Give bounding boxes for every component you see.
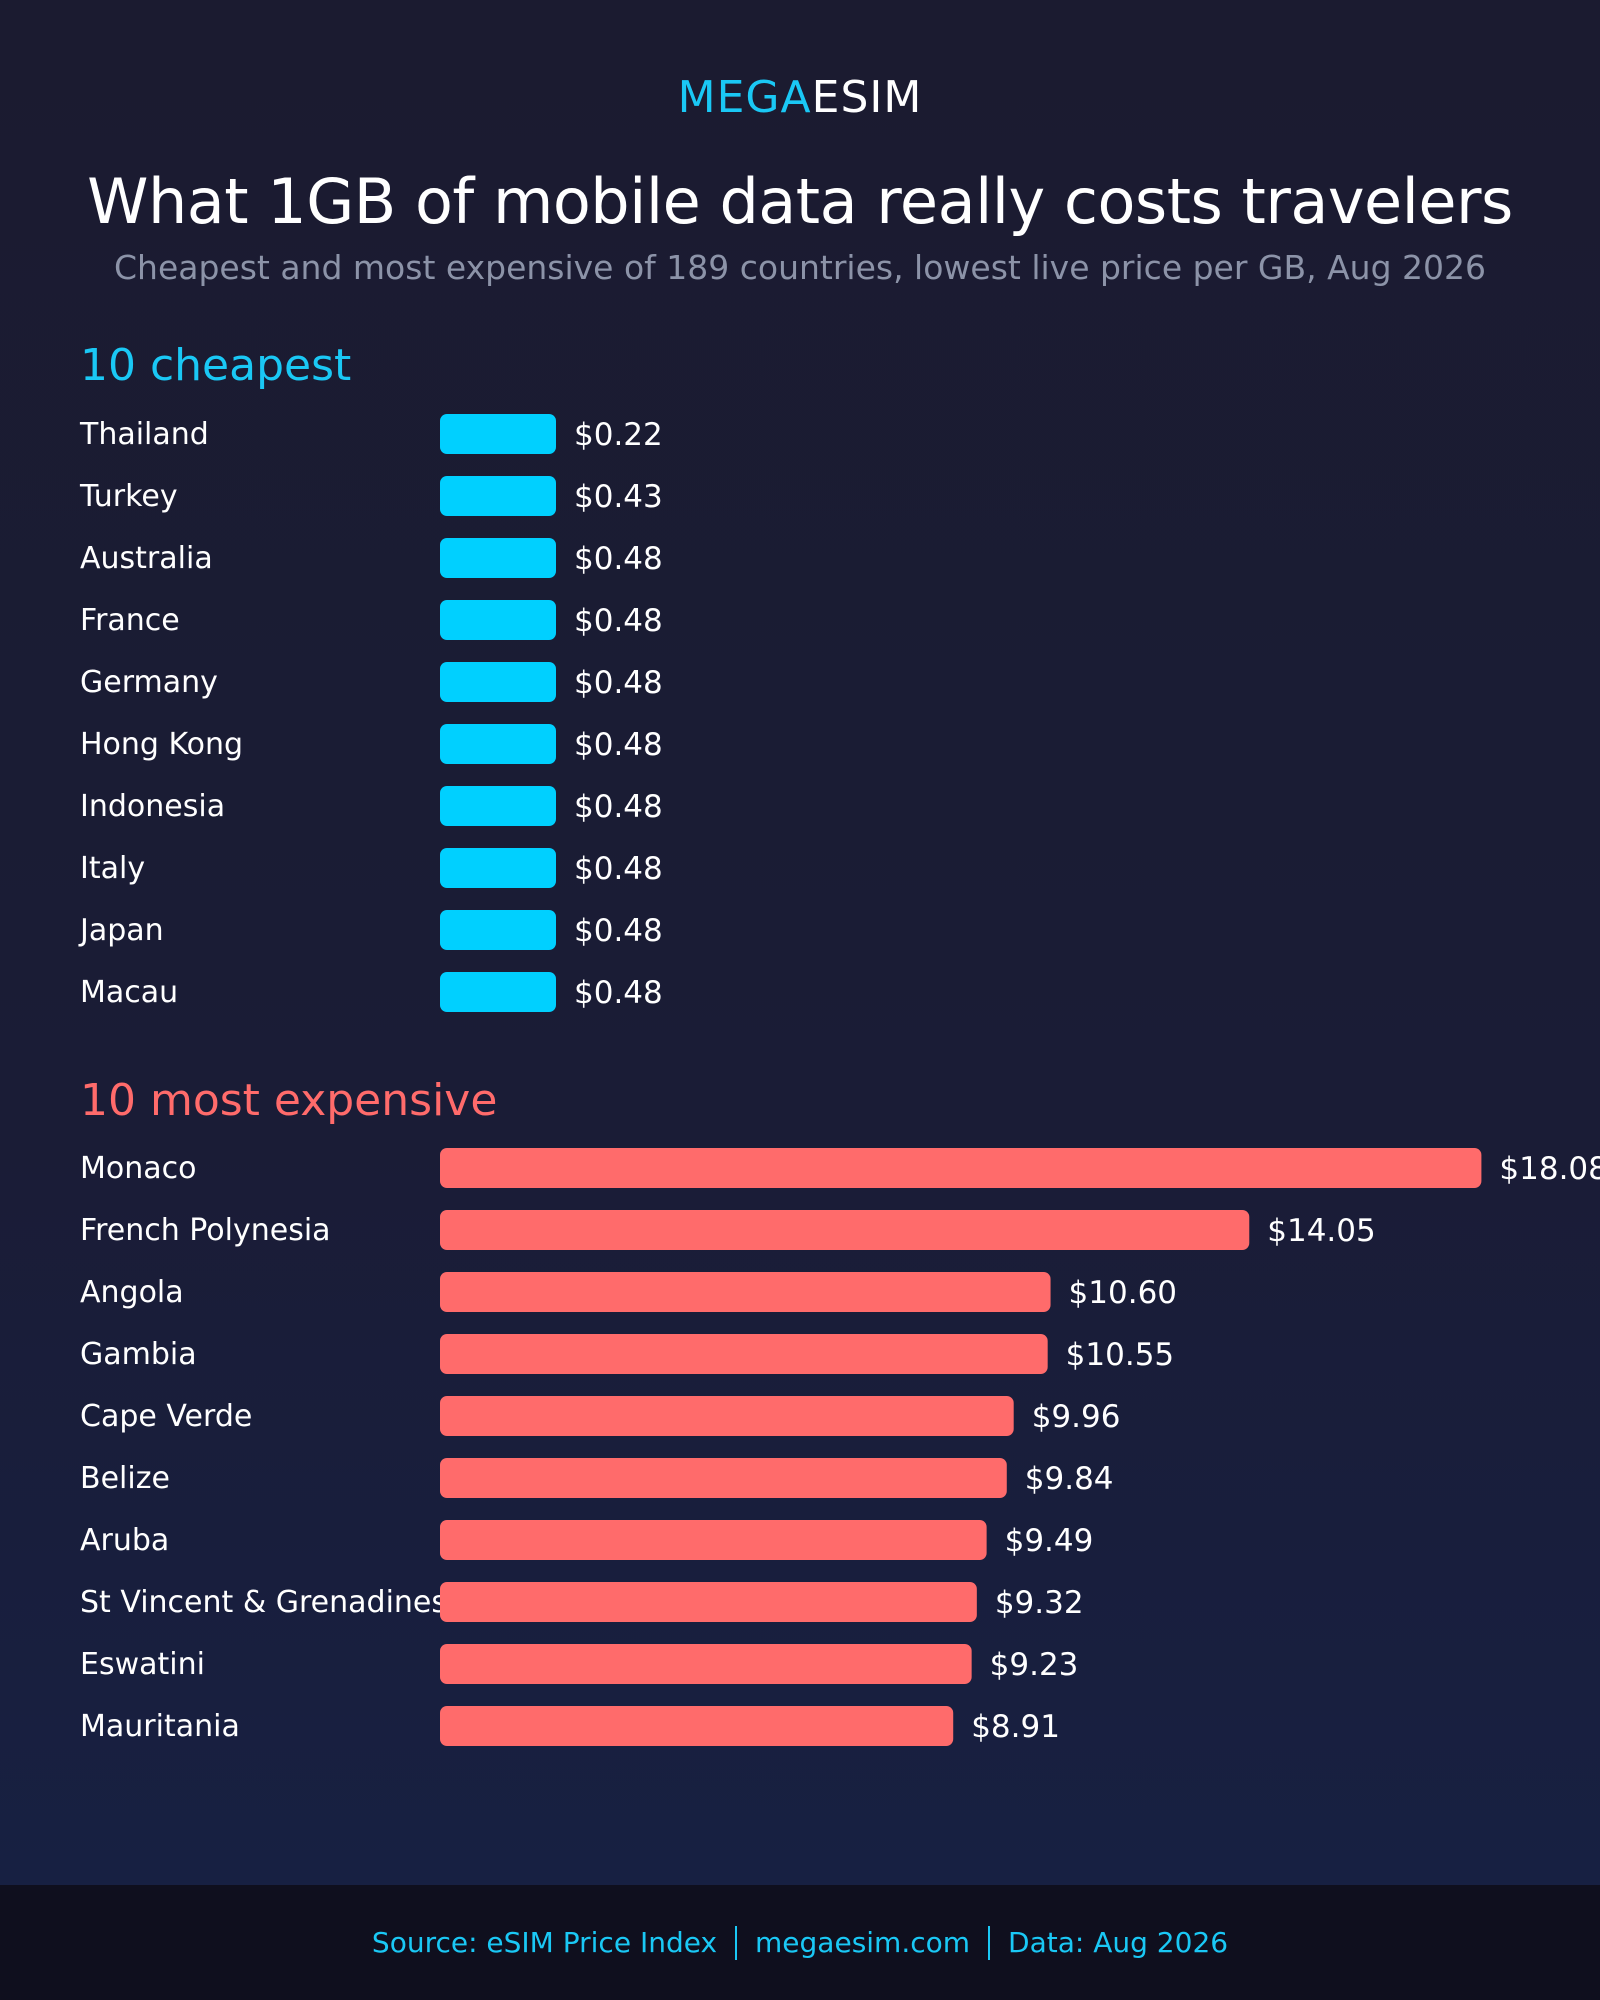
bar-cheapest — [440, 972, 556, 1012]
category-label-expensive: Eswatini — [80, 1647, 205, 1682]
value-label-expensive: $9.96 — [1032, 1399, 1121, 1435]
brand-logo-part2: ESIM — [811, 72, 923, 123]
bar-expensive — [440, 1210, 1250, 1250]
category-label-cheapest: Italy — [80, 851, 145, 886]
category-label-expensive: Aruba — [80, 1523, 169, 1558]
bar-charts: Thailand $0.22 Turkey $0.43 Australia $0.48 Fr… — [78, 414, 1600, 1746]
value-label-expensive: $9.23 — [990, 1647, 1079, 1683]
infographic: MEGAESIM What 1GB of mobile data really … — [0, 0, 1600, 1885]
bar-cheapest — [440, 848, 556, 888]
footer-data-date: Data: Aug 2026 — [1008, 1926, 1229, 1959]
bar-expensive — [440, 1644, 972, 1684]
value-label-cheapest: $0.48 — [574, 727, 663, 763]
section-title-most-expensive: 10 most expensive — [80, 1075, 498, 1126]
value-label-cheapest: $0.22 — [574, 417, 663, 453]
brand-logo-part1: MEGA — [677, 72, 812, 123]
page-title: What 1GB of mobile data really costs tra… — [87, 165, 1513, 238]
bar-expensive — [440, 1148, 1482, 1188]
category-label-cheapest: Turkey — [79, 479, 178, 514]
bar-cheapest — [440, 600, 556, 640]
bar-cheapest — [440, 910, 556, 950]
brand-logo: MEGAESIM — [0, 72, 1600, 123]
bar-cheapest — [440, 476, 556, 516]
value-label-cheapest: $0.48 — [574, 665, 663, 701]
bar-expensive — [440, 1520, 987, 1560]
bar-expensive — [440, 1582, 977, 1622]
category-label-cheapest: Thailand — [79, 417, 209, 452]
category-label-expensive: Monaco — [80, 1151, 196, 1186]
value-label-cheapest: $0.48 — [574, 975, 663, 1011]
bar-cheapest — [440, 538, 556, 578]
bar-cheapest — [440, 724, 556, 764]
bar-expensive — [440, 1706, 954, 1746]
value-label-cheapest: $0.48 — [574, 913, 663, 949]
value-label-expensive: $9.49 — [1005, 1523, 1094, 1559]
bar-expensive — [440, 1396, 1014, 1436]
value-label-expensive: $14.05 — [1267, 1213, 1375, 1249]
category-label-cheapest: France — [80, 603, 180, 638]
category-label-expensive: Mauritania — [80, 1709, 240, 1744]
category-label-expensive: Gambia — [80, 1337, 197, 1372]
footer-divider — [988, 1925, 991, 1960]
footer: Source: eSIM Price Index megaesim.com Da… — [0, 1885, 1600, 2000]
category-label-cheapest: Germany — [80, 665, 218, 700]
footer-site-link[interactable]: megaesim.com — [755, 1926, 971, 1959]
bar-expensive — [440, 1458, 1007, 1498]
value-label-expensive: $9.84 — [1025, 1461, 1114, 1497]
value-label-cheapest: $0.48 — [574, 541, 663, 577]
value-label-expensive: $10.60 — [1069, 1275, 1177, 1311]
section-title-cheapest: 10 cheapest — [80, 340, 352, 391]
value-label-cheapest: $0.48 — [574, 851, 663, 887]
footer-divider — [735, 1925, 738, 1960]
category-label-expensive: Cape Verde — [80, 1399, 252, 1434]
value-label-expensive: $10.55 — [1066, 1337, 1174, 1373]
bar-cheapest — [440, 786, 556, 826]
page-subtitle: Cheapest and most expensive of 189 count… — [113, 248, 1487, 287]
category-label-expensive: Angola — [80, 1275, 184, 1310]
value-label-cheapest: $0.48 — [574, 789, 663, 825]
category-label-expensive: Belize — [80, 1461, 170, 1496]
category-label-cheapest: Australia — [80, 541, 213, 576]
value-label-expensive: $9.32 — [995, 1585, 1084, 1621]
category-label-cheapest: Macau — [80, 975, 178, 1010]
bar-expensive — [440, 1334, 1048, 1374]
bar-expensive — [440, 1272, 1051, 1312]
bar-cheapest — [440, 414, 556, 454]
category-label-expensive: French Polynesia — [80, 1213, 331, 1248]
value-label-expensive: $8.91 — [971, 1709, 1060, 1745]
value-label-cheapest: $0.48 — [574, 603, 663, 639]
category-label-cheapest: Indonesia — [80, 789, 225, 824]
category-label-expensive: St Vincent & Grenadines — [80, 1585, 447, 1620]
value-label-expensive: $18.08 — [1499, 1151, 1600, 1187]
value-label-cheapest: $0.43 — [574, 479, 663, 515]
category-label-cheapest: Hong Kong — [80, 727, 243, 762]
footer-source: Source: eSIM Price Index — [371, 1926, 718, 1959]
category-label-cheapest: Japan — [78, 913, 164, 948]
bar-cheapest — [440, 662, 556, 702]
